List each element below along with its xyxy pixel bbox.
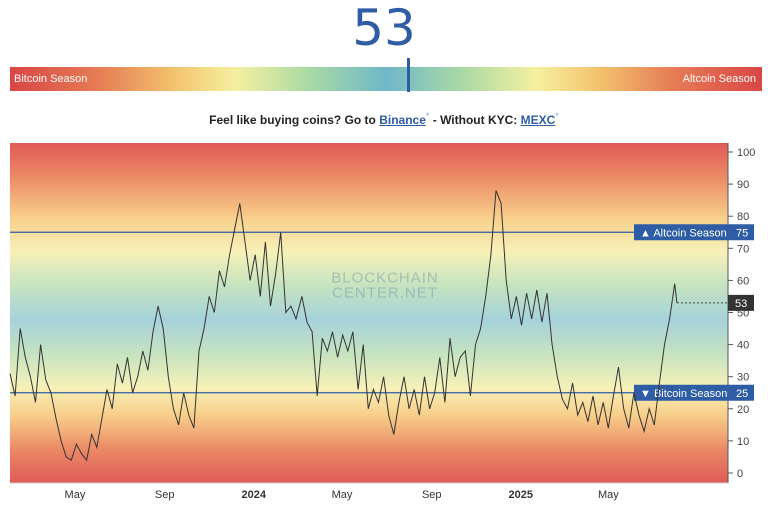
- y-tick-label: 30: [737, 372, 749, 384]
- y-tick-label: 80: [737, 211, 749, 223]
- watermark-line1: BLOCKCHAIN: [331, 269, 439, 286]
- altcoin-season-label: Altcoin Season: [682, 73, 756, 85]
- x-tick-label: 2025: [509, 489, 533, 501]
- threshold-label: ▼ Bitcoin Season: [640, 388, 727, 400]
- y-tick-label: 60: [737, 275, 749, 287]
- binance-link[interactable]: Binance: [379, 113, 426, 127]
- thresholds: ▲ Altcoin Season 75 ▼ Bitcoin Season 25: [10, 224, 754, 401]
- promo-middle: - Without KYC:: [432, 113, 518, 127]
- altcoin-index-value: 53: [352, 0, 416, 57]
- watermark-line2: CENTER.NET: [332, 284, 438, 301]
- y-tick-label: 10: [737, 436, 749, 448]
- threshold-badge: [634, 384, 754, 401]
- x-tick-label: May: [598, 489, 619, 501]
- y-tick-label: 20: [737, 404, 749, 416]
- y-tick-label: 100: [737, 147, 755, 159]
- series-line: [9, 190, 678, 462]
- x-tick-label: May: [65, 489, 86, 501]
- promo-text: Feel like buying coins? Go to Binance* -…: [0, 111, 768, 127]
- x-axis: May Sep 2024 May Sep 2025 May: [10, 482, 728, 501]
- current-value-marker: 53: [676, 294, 754, 311]
- watermark: BLOCKCHAIN CENTER.NET: [331, 269, 439, 301]
- binance-asterisk: *: [425, 111, 430, 121]
- altcoin-index-chart: 01020253040506070758090100 MaySep2024May…: [9, 143, 755, 501]
- mexc-asterisk: *: [555, 111, 559, 121]
- y-tick-label: 0: [737, 468, 743, 480]
- current-value-label: 53: [735, 298, 747, 310]
- threshold-label: ▲ Altcoin Season: [640, 227, 727, 239]
- season-gradient-bar: [10, 67, 762, 91]
- y-tick-label: 40: [737, 340, 749, 352]
- threshold-value: 25: [736, 388, 748, 400]
- index-marker: [407, 58, 410, 92]
- x-tick-label: Sep: [422, 489, 442, 501]
- promo-prefix: Feel like buying coins? Go to: [209, 113, 376, 127]
- threshold-badge: [634, 224, 754, 241]
- bitcoin-season-label: Bitcoin Season: [14, 73, 88, 85]
- x-tick-label: May: [332, 489, 353, 501]
- y-tick-label: 70: [737, 243, 749, 255]
- y-axis: 01020253040506070758090100: [727, 143, 755, 483]
- current-value-badge: [728, 294, 754, 311]
- x-tick-label: 2024: [241, 489, 266, 501]
- y-tick-label: 90: [737, 179, 749, 191]
- plot-background: [10, 143, 728, 483]
- threshold-value: 75: [736, 227, 748, 239]
- x-tick-label: Sep: [155, 489, 175, 501]
- mexc-link[interactable]: MEXC: [520, 113, 556, 127]
